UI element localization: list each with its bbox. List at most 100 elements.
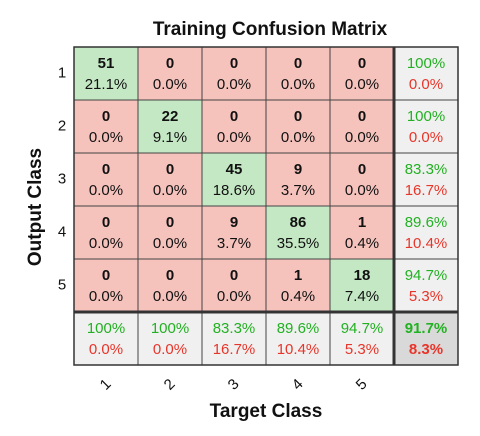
cell-percent: 9.1% [153,129,187,146]
row-summary-error: 0.0% [409,129,443,146]
cell-count: 0 [358,108,366,125]
cell-percent: 7.4% [345,288,379,305]
col-summary-correct: 83.3% [213,320,256,337]
cell-percent: 3.7% [217,235,251,252]
cell-percent: 0.0% [153,288,187,305]
cell-count: 9 [294,161,302,178]
cell-count: 9 [230,214,238,231]
col-summary-cell [73,311,139,366]
cell-percent: 0.0% [89,129,123,146]
matrix-cell [265,152,331,207]
cell-count: 0 [294,55,302,72]
cell-percent: 0.0% [217,76,251,93]
cell-count: 0 [358,55,366,72]
row-summary-correct: 94.7% [405,267,448,284]
cell-percent: 0.0% [281,76,315,93]
row-summary-cell [393,205,459,260]
cell-percent: 0.0% [89,235,123,252]
cell-count: 0 [102,108,110,125]
cell-percent: 0.4% [281,288,315,305]
cell-count: 0 [294,108,302,125]
cell-percent: 0.0% [345,182,379,199]
cell-count: 45 [226,161,243,178]
matrix-cell [265,205,331,260]
cell-percent: 0.4% [345,235,379,252]
col-summary-correct: 89.6% [277,320,320,337]
matrix-cell [201,258,267,313]
matrix-cell [329,99,395,154]
cell-percent: 3.7% [281,182,315,199]
cell-count: 0 [102,161,110,178]
cell-count: 0 [166,214,174,231]
cell-count: 0 [102,267,110,284]
cell-count: 0 [230,108,238,125]
cell-count: 86 [290,214,307,231]
cell-count: 0 [230,267,238,284]
cell-count: 1 [294,267,302,284]
matrix-cell [265,258,331,313]
matrix-cell [329,152,395,207]
row-summary-cell [393,46,459,101]
cell-percent: 0.0% [153,182,187,199]
frame [73,46,459,366]
col-summary-error: 0.0% [89,341,123,358]
matrix-cell [73,46,139,101]
cell-percent: 0.0% [345,129,379,146]
row-summary-correct: 83.3% [405,161,448,178]
col-summary-correct: 100% [87,320,125,337]
row-summary-error: 16.7% [405,182,448,199]
y-tick-label: 5 [58,276,66,293]
cell-count: 1 [358,214,366,231]
y-tick-label: 4 [58,223,66,240]
cell-count: 0 [230,55,238,72]
cell-percent: 35.5% [277,235,320,252]
matrix-cell [329,205,395,260]
matrix-cell [137,205,203,260]
matrix-cell [329,258,395,313]
row-summary-error: 5.3% [409,288,443,305]
cell-count: 0 [166,55,174,72]
y-tick-label: 3 [58,170,66,187]
col-summary-error: 5.3% [345,341,379,358]
col-summary-correct: 94.7% [341,320,384,337]
col-summary-error: 0.0% [153,341,187,358]
matrix-cell [73,205,139,260]
chart-title: Training Confusion Matrix [153,19,388,40]
matrix-cell [73,258,139,313]
row-summary-cell [393,258,459,313]
matrix-cell [201,99,267,154]
cell-count: 0 [102,214,110,231]
cell-percent: 0.0% [89,182,123,199]
matrix-cell [137,152,203,207]
cell-count: 0 [166,267,174,284]
matrix-cell [137,258,203,313]
matrix-cell [201,46,267,101]
col-summary-correct: 100% [151,320,189,337]
row-summary-correct: 100% [407,108,445,125]
y-tick-label: 2 [58,117,66,134]
row-summary-correct: 100% [407,55,445,72]
row-summary-correct: 89.6% [405,214,448,231]
cell-percent: 0.0% [217,288,251,305]
col-summary-error: 10.4% [277,341,320,358]
col-summary-cell [329,311,395,366]
matrix-cell [265,99,331,154]
overall-correct: 91.7% [405,320,448,337]
matrix-cell [201,205,267,260]
col-summary-error: 16.7% [213,341,256,358]
y-axis-label: Output Class [25,148,46,266]
cell-percent: 0.0% [153,76,187,93]
cell-percent: 0.0% [217,129,251,146]
x-axis-label: Target Class [210,401,323,422]
row-summary-error: 0.0% [409,76,443,93]
cell-count: 18 [354,267,371,284]
cell-percent: 0.0% [153,235,187,252]
cell-percent: 0.0% [89,288,123,305]
cell-count: 22 [162,108,179,125]
cell-percent: 0.0% [345,76,379,93]
cell-percent: 21.1% [85,76,128,93]
cell-percent: 18.6% [213,182,256,199]
cell-percent: 0.0% [281,129,315,146]
cell-count: 0 [166,161,174,178]
